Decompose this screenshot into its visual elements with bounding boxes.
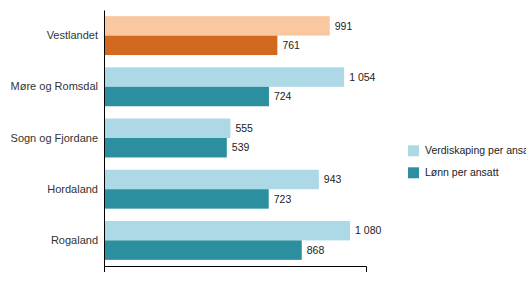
y-tick: Møre og Romsdal [11,80,104,92]
y-axis-line [104,11,105,267]
chart-svg: 1 080 943 555 1 054 991 868 723 539 724 761 Rogala… [0,0,526,288]
data-label: 868 [307,244,325,256]
chart-container: 1 080 943 555 1 054 991 868 723 539 724 761 Rogala… [0,0,526,288]
y-tick: Hordaland [47,183,104,195]
data-label: 555 [235,122,253,134]
bars [104,16,350,260]
legend-item: Verdiskaping per ansatt [408,144,526,156]
data-label: 1 054 [349,71,375,83]
y-tick: Vestlandet [47,29,104,41]
legend-swatch [408,145,419,156]
data-labels: 1 080 943 555 1 054 991 868 723 539 724 761 [232,20,382,256]
bar [104,119,230,138]
data-label: 991 [335,20,353,32]
legend-item: Lønn per ansatt [408,166,499,178]
bar [104,87,269,106]
bar-series [104,16,350,240]
bar [104,170,319,189]
legend-swatch [408,167,419,178]
y-axis: Rogaland Hordaland Sogn og Fjordane Møre og… [11,11,105,267]
data-label: 539 [232,141,250,153]
y-tick: Rogaland [51,234,104,246]
x-axis-line [105,267,367,273]
bar [104,240,302,259]
y-tick: Sogn og Fjordane [11,132,104,144]
plot-area: 1 080 943 555 1 054 991 868 723 539 724 761 Rogala… [11,11,382,273]
data-label: 723 [274,193,292,205]
y-tick-label: Hordaland [47,183,98,195]
bar-series [104,36,302,260]
y-tick-label: Møre og Romsdal [11,80,98,92]
x-axis [105,267,367,273]
legend-label: Verdiskaping per ansatt [425,144,526,156]
bar [104,67,344,86]
legend-label: Lønn per ansatt [425,166,499,178]
bar [104,16,330,35]
y-tick-label: Vestlandet [47,29,98,41]
bar [104,138,227,157]
data-label: 943 [324,173,342,185]
data-label: 1 080 [355,224,381,236]
bar [104,189,269,208]
y-tick-label: Sogn og Fjordane [11,132,98,144]
bar [104,221,350,240]
y-tick-label: Rogaland [51,234,98,246]
bar [104,36,277,55]
data-label: 761 [282,39,300,51]
legend: Verdiskaping per ansatt Lønn per ansatt [408,144,526,178]
data-label: 724 [274,90,292,102]
